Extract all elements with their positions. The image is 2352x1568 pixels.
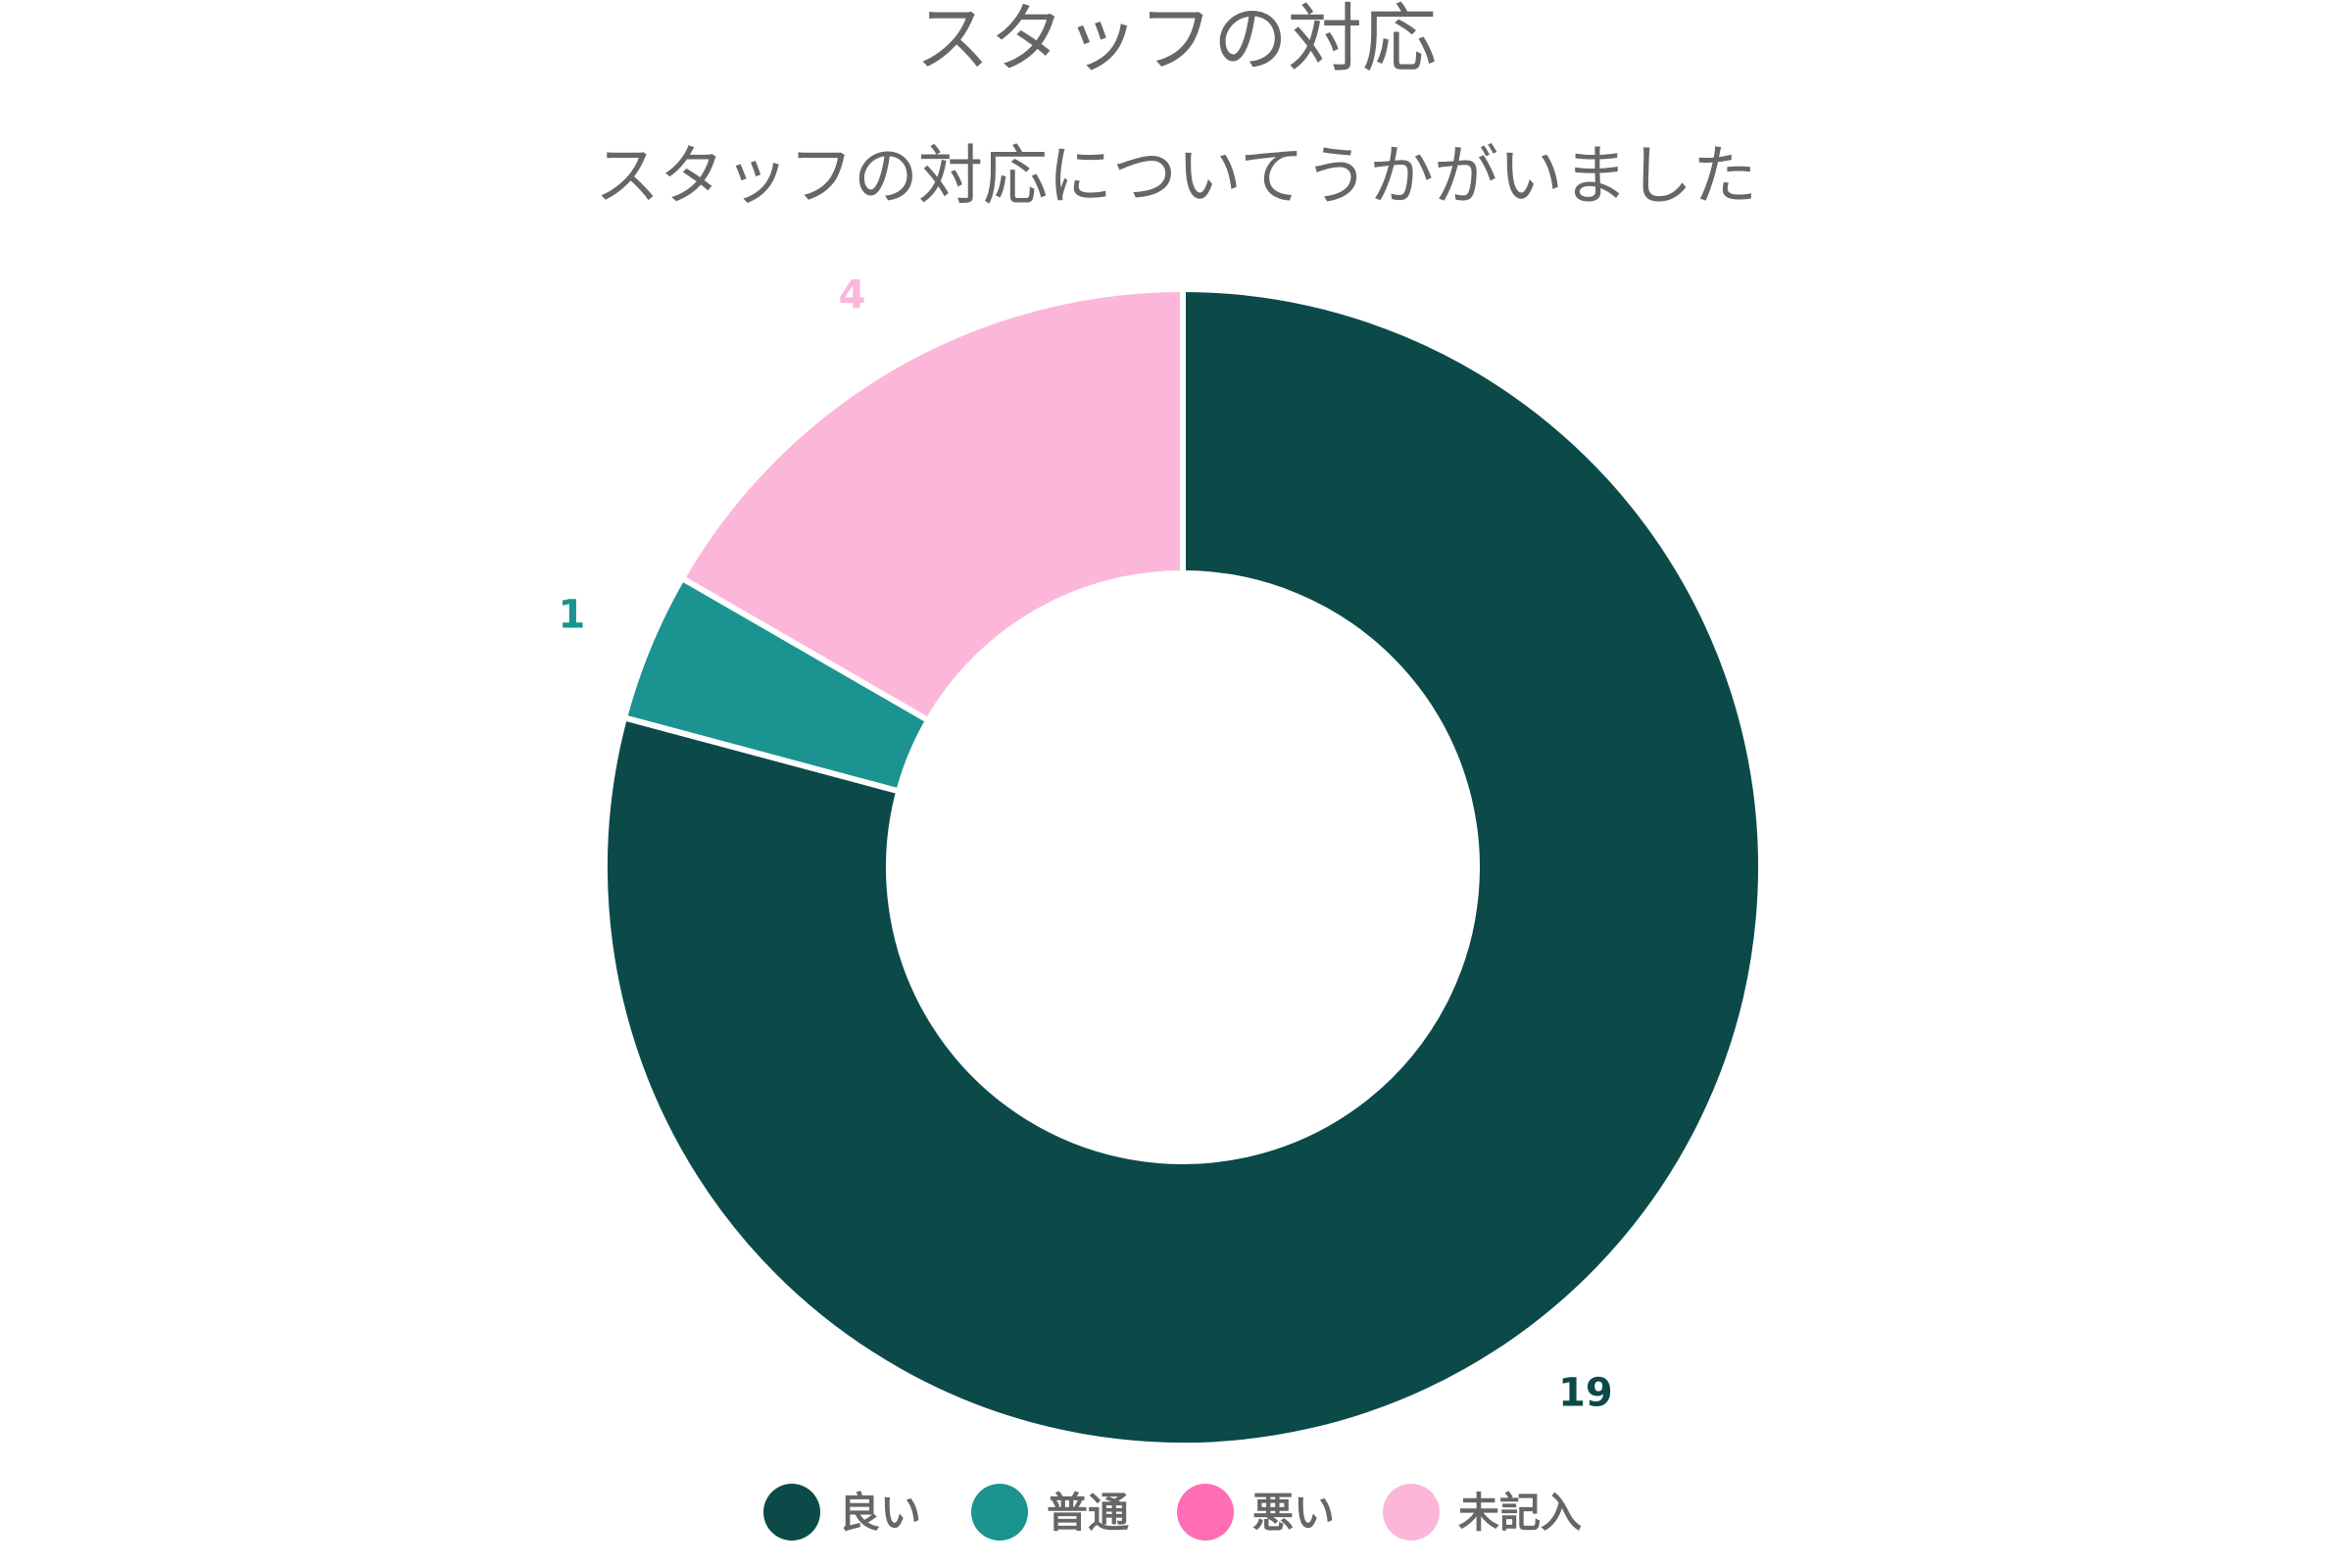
legend-marker-2[interactable]: [971, 1484, 1028, 1541]
legend-label-3[interactable]: 悪い: [1252, 1489, 1335, 1537]
data-label-4: 4: [839, 272, 866, 318]
legend-marker-3[interactable]: [1177, 1484, 1234, 1541]
data-label-1: 19: [1558, 1371, 1613, 1416]
legend-label-1[interactable]: 良い: [839, 1489, 921, 1537]
chart-subtitle: スタッフの対応についてうかがいました: [595, 138, 1757, 214]
donut-slices: [602, 286, 1764, 1448]
donut-slice-4[interactable]: [679, 286, 1186, 723]
chart-title: スタッフの対応: [915, 0, 1437, 82]
legend-label-2[interactable]: 普通: [1047, 1489, 1129, 1537]
data-label-2: 1: [558, 593, 585, 638]
legend-marker-1[interactable]: [763, 1484, 820, 1541]
donut-slice-1[interactable]: [602, 286, 1764, 1448]
legend: 良い 普通 悪い 未記入: [763, 1484, 1582, 1541]
legend-label-4[interactable]: 未記入: [1458, 1489, 1582, 1537]
legend-marker-4[interactable]: [1383, 1484, 1440, 1541]
